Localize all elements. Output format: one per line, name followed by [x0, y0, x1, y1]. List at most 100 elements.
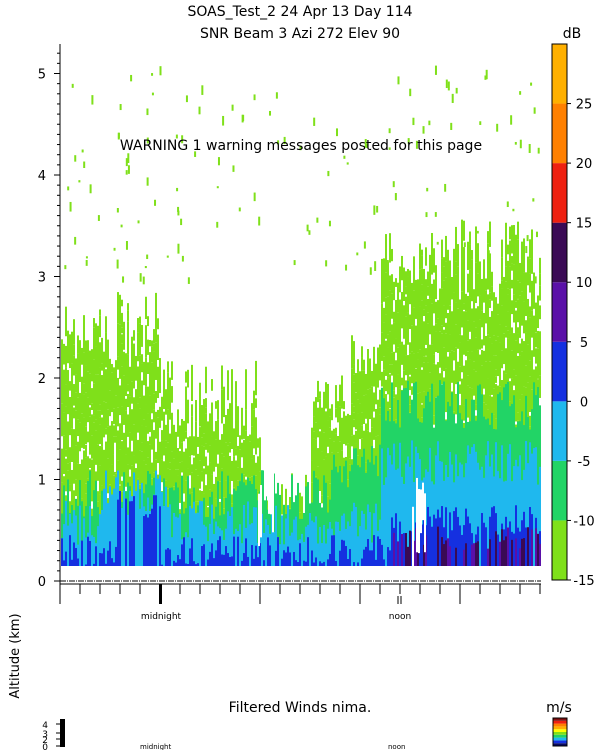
heat-cell	[147, 362, 149, 374]
heat-cell	[401, 291, 403, 329]
heat-cell	[391, 274, 393, 294]
heat-cell	[455, 226, 457, 262]
winds-title: Filtered Winds nima.	[229, 700, 372, 716]
heat-cell	[509, 521, 511, 566]
heat-cell	[161, 459, 163, 483]
heat-gap	[114, 442, 116, 472]
heat-cell	[519, 399, 521, 440]
heat-cell	[71, 469, 73, 485]
heat-cell	[335, 433, 337, 469]
heat-cell	[495, 531, 497, 566]
heat-cell	[89, 540, 91, 566]
heat-cell	[315, 397, 317, 423]
heat-cell	[157, 366, 159, 399]
heat-cell	[147, 386, 149, 414]
heat-cell	[285, 518, 287, 566]
heat-cell	[535, 447, 537, 566]
heat-cell	[463, 311, 465, 355]
heat-cell	[83, 394, 85, 418]
heat-cell	[95, 430, 97, 465]
heat-cell	[141, 354, 143, 364]
heat-cell	[203, 433, 205, 447]
heat-cell	[141, 482, 143, 566]
heat-cell	[353, 374, 355, 383]
heat-cell	[399, 388, 401, 401]
heat-cell	[237, 445, 239, 468]
heat-cell	[153, 409, 155, 423]
heat-cell	[455, 507, 457, 566]
heat-cell	[145, 325, 147, 358]
heat-cell	[357, 413, 359, 456]
chart-title-line1: SOAS_Test_2 24 Apr 13 Day 114	[187, 4, 412, 20]
heat-speck	[83, 161, 86, 169]
heat-speck	[461, 248, 464, 253]
heat-cell	[87, 536, 89, 566]
heat-cell	[477, 349, 479, 396]
heat-cell	[365, 462, 367, 471]
heat-cell	[361, 558, 363, 566]
heat-cell	[409, 395, 411, 405]
heat-cell	[199, 427, 201, 461]
heat-cell	[231, 494, 233, 504]
heat-cell	[263, 532, 265, 566]
heat-cell	[379, 389, 381, 408]
heat-cell	[539, 257, 541, 274]
heat-cell	[409, 530, 411, 566]
heat-cell	[147, 441, 149, 458]
heat-cell	[209, 551, 211, 566]
heat-cell	[361, 357, 363, 371]
winds-unit-label: m/s	[546, 700, 572, 716]
heat-cell	[531, 280, 533, 311]
heat-cell	[329, 438, 331, 484]
heat-cell	[507, 330, 509, 339]
heat-cell	[487, 378, 489, 410]
heat-cell	[431, 344, 433, 386]
heat-cell	[187, 564, 189, 566]
heat-cell	[97, 410, 99, 445]
heat-cell	[257, 456, 259, 492]
heat-cell	[499, 386, 501, 398]
heat-cell	[257, 557, 259, 566]
heat-cell	[479, 261, 481, 296]
heat-cell	[487, 243, 489, 290]
heat-cell	[421, 255, 423, 269]
heat-cell	[461, 534, 463, 566]
heat-cell	[151, 340, 153, 347]
heat-cell	[495, 418, 497, 440]
heat-cell	[165, 440, 167, 448]
heat-cell	[503, 333, 505, 365]
heat-cell	[291, 532, 293, 566]
heat-cell	[455, 274, 457, 303]
heat-cell	[223, 554, 225, 566]
heat-cell	[465, 311, 467, 357]
heat-cell	[449, 546, 451, 566]
heat-cell	[505, 326, 507, 338]
heat-cell	[463, 262, 465, 304]
heat-speck	[376, 205, 379, 213]
heat-cell	[75, 392, 77, 411]
heat-cell	[517, 466, 519, 566]
chart-title-line2: SNR Beam 3 Azi 272 Elev 90	[200, 26, 400, 42]
heat-cell	[225, 546, 227, 566]
heat-cell	[253, 455, 255, 488]
heat-cell	[87, 456, 89, 479]
heat-cell	[157, 417, 159, 464]
heat-cell	[331, 430, 333, 453]
winds-colorbar	[552, 717, 568, 747]
heat-cell	[347, 443, 349, 480]
heat-speck	[444, 183, 447, 192]
heat-cell	[161, 440, 163, 460]
heat-cell	[401, 341, 403, 365]
heat-cell	[523, 238, 525, 273]
heat-cell	[155, 411, 157, 419]
heat-cell	[383, 559, 385, 566]
heat-cell	[355, 392, 357, 430]
heat-cell	[475, 451, 477, 566]
heat-cell	[203, 544, 205, 566]
heat-cell	[365, 546, 367, 566]
heat-cell	[319, 561, 321, 566]
heat-cell	[371, 370, 373, 387]
heat-cell	[429, 388, 431, 409]
heat-cell	[415, 368, 417, 381]
heat-cell	[539, 331, 541, 376]
